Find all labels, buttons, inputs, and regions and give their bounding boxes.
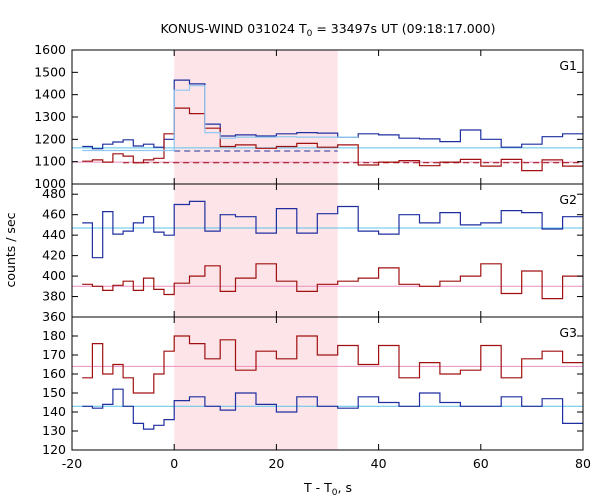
y-tick-label: 180: [42, 328, 66, 343]
x-tick-label: 20: [268, 456, 284, 471]
y-tick-label: 1200: [34, 131, 66, 146]
shaded-interval: [174, 50, 338, 184]
series-red-step-line: [82, 107, 583, 172]
y-tick-label: 1500: [34, 64, 66, 79]
y-tick-label: 360: [42, 309, 66, 324]
shaded-interval: [174, 317, 338, 450]
x-tick-label: 40: [371, 456, 387, 471]
y-tick-label: 1400: [34, 87, 66, 102]
y-tick-label: 1000: [34, 176, 66, 191]
series-red-step-line: [82, 263, 583, 300]
panel-label: G2: [559, 192, 577, 207]
y-tick-label: 440: [42, 227, 66, 242]
series-blue-step-line: [82, 79, 583, 150]
series-blue-step-line: [82, 388, 583, 430]
y-tick-label: 150: [42, 385, 66, 400]
x-tick-label: -20: [62, 456, 82, 471]
panel-label: G1: [559, 58, 577, 73]
panel-g1: 1000 1100 1200 1300 1400 1500 1600 G1: [34, 42, 584, 191]
y-tick-label: 400: [42, 268, 66, 283]
shaded-interval: [174, 184, 338, 317]
panel-frame: [71, 316, 584, 451]
y-tick-label: 160: [42, 366, 66, 381]
chart-title: KONUS-WIND 031024 T0 = 33497s UT (09:18:…: [160, 21, 495, 39]
x-tick-label: 0: [170, 456, 178, 471]
series-light-blue-step-line: [82, 85, 359, 152]
x-tick-label: 80: [575, 456, 591, 471]
panel-label: G3: [559, 325, 577, 340]
x-axis-label: T - T0, s: [303, 480, 352, 498]
y-tick-label: 170: [42, 347, 66, 362]
y-tick-label: 120: [42, 442, 66, 457]
y-tick-label: 480: [42, 186, 66, 201]
y-tick-label: 1600: [34, 42, 66, 57]
series-blue-step-line: [82, 200, 583, 259]
y-tick-label: 420: [42, 248, 66, 263]
y-tick-label: 1300: [34, 109, 66, 124]
series-red-step-line: [82, 335, 583, 394]
y-tick-label: 1100: [34, 154, 66, 169]
y-tick-label: 460: [42, 207, 66, 222]
x-tick-label: 60: [473, 456, 489, 471]
y-tick-label: 380: [42, 289, 66, 304]
y-axis-label: counts / sec: [3, 212, 18, 287]
y-tick-label: 140: [42, 404, 66, 419]
y-tick-label: 130: [42, 423, 66, 438]
panel-g3: 120 130 140 150 160 170 180 -20 0 20 40 60 80 G3: [42, 316, 591, 471]
panel-g2: 360 380 400 420 440 460 480 G2: [42, 183, 584, 324]
